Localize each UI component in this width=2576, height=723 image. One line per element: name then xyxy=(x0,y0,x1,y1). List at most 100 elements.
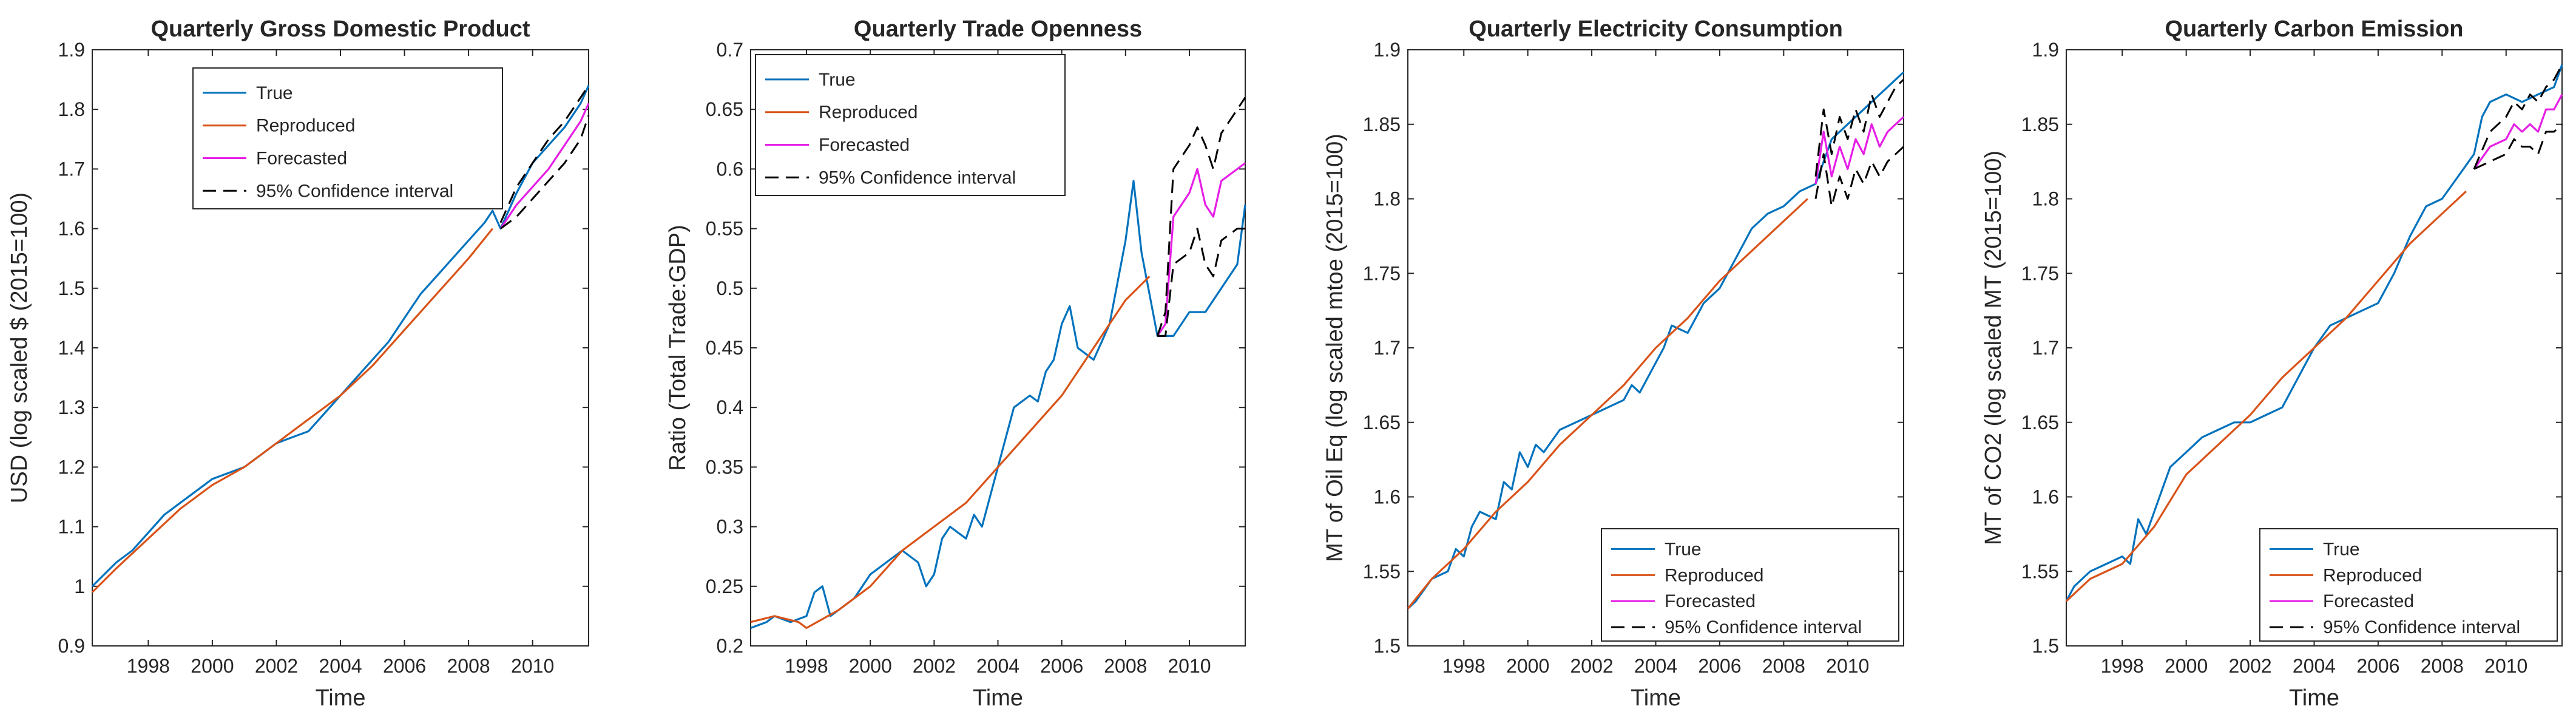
series-line-true xyxy=(2065,64,2563,602)
y-tick-label: 1.6 xyxy=(2032,486,2059,508)
y-tick-label: 1.65 xyxy=(2021,412,2059,433)
y-tick-label: 0.3 xyxy=(717,516,743,538)
y-tick-label: 0.7 xyxy=(717,39,743,61)
legend: True Reproduced Forecasted 95% Confidence i… xyxy=(2259,528,2558,642)
x-tick-label: 2002 xyxy=(255,655,298,677)
legend-label: 95% Confidence interval xyxy=(1665,617,1862,637)
y-axis-label: USD (log scaled $ (2015=100) xyxy=(7,192,32,503)
y-tick-label: 0.55 xyxy=(706,218,743,240)
legend-box xyxy=(1601,528,1899,642)
y-tick-label: 1.7 xyxy=(2032,337,2059,359)
x-axis-label: Time xyxy=(973,685,1023,711)
legend: True Reproduced Forecasted 95% Confidence i… xyxy=(192,67,503,209)
x-tick-label: 1998 xyxy=(127,655,170,677)
y-tick-label: 0.5 xyxy=(717,277,743,299)
y-tick-label: 1.1 xyxy=(58,516,85,538)
y-tick-label: 1.75 xyxy=(2021,262,2059,284)
legend-label: 95% Confidence interval xyxy=(819,168,1016,188)
x-tick-label: 2008 xyxy=(2421,655,2464,677)
x-tick-label: 2010 xyxy=(1826,655,1869,677)
y-tick-label: 1.6 xyxy=(58,218,85,240)
legend-label: Reproduced xyxy=(1665,565,1763,585)
x-tick-label: 2010 xyxy=(2484,655,2527,677)
y-tick-label: 1.7 xyxy=(58,158,85,180)
series-line-95-confidence-interval-upper xyxy=(2473,64,2563,169)
y-tick-label: 1.3 xyxy=(58,396,85,418)
x-tick-label: 2004 xyxy=(976,655,1019,677)
legend-box xyxy=(192,67,503,209)
y-tick-label: 1.5 xyxy=(2032,635,2059,657)
series-line-true xyxy=(1407,71,1905,609)
chart-panel-4: Quarterly Carbon Emission 1998 2000 2002 200… xyxy=(1981,16,2563,711)
y-tick-label: 1.8 xyxy=(1374,188,1401,210)
y-tick-label: 1.8 xyxy=(58,98,85,120)
x-tick-label: 2008 xyxy=(1762,655,1805,677)
x-tick-label: 1998 xyxy=(785,655,828,677)
x-tick-label: 2000 xyxy=(1506,655,1549,677)
legend-label: Forecasted xyxy=(1665,591,1756,611)
legend-label: Reproduced xyxy=(819,103,918,123)
series-line-true xyxy=(91,85,590,587)
series-line-reproduced xyxy=(1407,198,1808,609)
x-axis-label: Time xyxy=(1631,685,1681,711)
chart-panel-1: Quarterly Gross Domestic Product 1998 2000… xyxy=(7,16,590,711)
y-axis-label: MT of Oil Eq (log scaled mtoe (2015=100) xyxy=(1322,134,1348,562)
y-tick-label: 0.45 xyxy=(706,337,743,359)
y-tick-label: 1.75 xyxy=(1363,262,1401,284)
legend: True Reproduced Forecasted 95% Confidence i… xyxy=(1601,528,1899,642)
x-axis-label: Time xyxy=(2289,685,2339,711)
x-axis-label: Time xyxy=(315,685,365,711)
y-axis-label: Ratio (Total Trade:GDP) xyxy=(665,225,691,470)
series-line-forecasted xyxy=(1814,116,1905,185)
legend-label: 95% Confidence interval xyxy=(2323,617,2520,637)
legend-label: True xyxy=(2323,539,2360,559)
x-tick-label: 2008 xyxy=(447,655,490,677)
y-tick-label: 1.55 xyxy=(2021,560,2059,582)
y-tick-label: 1.7 xyxy=(1374,337,1401,359)
legend-label: True xyxy=(1665,539,1702,559)
x-tick-label: 2006 xyxy=(383,655,426,677)
y-tick-label: 1.5 xyxy=(58,277,85,299)
y-tick-label: 0.2 xyxy=(717,635,743,657)
legend-label: True xyxy=(256,83,293,103)
y-tick-label: 1.55 xyxy=(1363,560,1401,582)
y-tick-label: 1.9 xyxy=(58,39,85,61)
x-tick-label: 2008 xyxy=(1104,655,1147,677)
y-axis-label: MT of CO2 (log scaled MT (2015=100) xyxy=(1981,151,2006,545)
x-tick-label: 2010 xyxy=(1168,655,1211,677)
series-line-95-confidence-interval-upper xyxy=(1156,97,1246,336)
chart-title: Quarterly Electricity Consumption xyxy=(1469,16,1843,42)
y-tick-label: 0.65 xyxy=(706,98,743,120)
y-tick-label: 1.2 xyxy=(58,456,85,478)
y-tick-label: 1.6 xyxy=(1374,486,1401,508)
legend-box xyxy=(755,54,1066,196)
series-line-forecasted xyxy=(2473,93,2563,170)
x-tick-label: 1998 xyxy=(2101,655,2144,677)
legend-label: Forecasted xyxy=(819,135,910,155)
series-line-reproduced xyxy=(750,276,1151,630)
legend-box xyxy=(2259,528,2558,642)
x-tick-label: 2004 xyxy=(2293,655,2336,677)
chart-panel-3: Quarterly Electricity Consumption 1998 200… xyxy=(1322,16,1905,711)
series-line-95-confidence-interval-lower xyxy=(1157,228,1245,337)
x-tick-label: 2004 xyxy=(1634,655,1677,677)
x-tick-label: 2002 xyxy=(913,655,956,677)
series-line-reproduced xyxy=(91,228,493,593)
y-tick-label: 1.9 xyxy=(2032,39,2059,61)
x-tick-label: 2006 xyxy=(1040,655,1083,677)
y-tick-label: 0.6 xyxy=(717,158,743,180)
legend-label: Reproduced xyxy=(256,116,355,136)
chart-panel-2: Quarterly Trade Openness 1998 2000 2002 2004… xyxy=(665,16,1246,711)
y-tick-label: 1.4 xyxy=(58,337,85,359)
legend-label: True xyxy=(819,70,856,90)
series-line-95-confidence-interval-lower xyxy=(2473,123,2563,170)
series-line-95-confidence-interval-upper xyxy=(1814,79,1905,177)
x-tick-label: 2010 xyxy=(511,655,554,677)
x-tick-label: 2000 xyxy=(2165,655,2208,677)
legend-label: Forecasted xyxy=(256,148,347,168)
y-tick-label: 1.8 xyxy=(2032,188,2059,210)
y-tick-label: 1.5 xyxy=(1374,635,1401,657)
y-tick-label: 0.25 xyxy=(706,575,743,597)
y-tick-label: 1.85 xyxy=(2021,114,2059,135)
